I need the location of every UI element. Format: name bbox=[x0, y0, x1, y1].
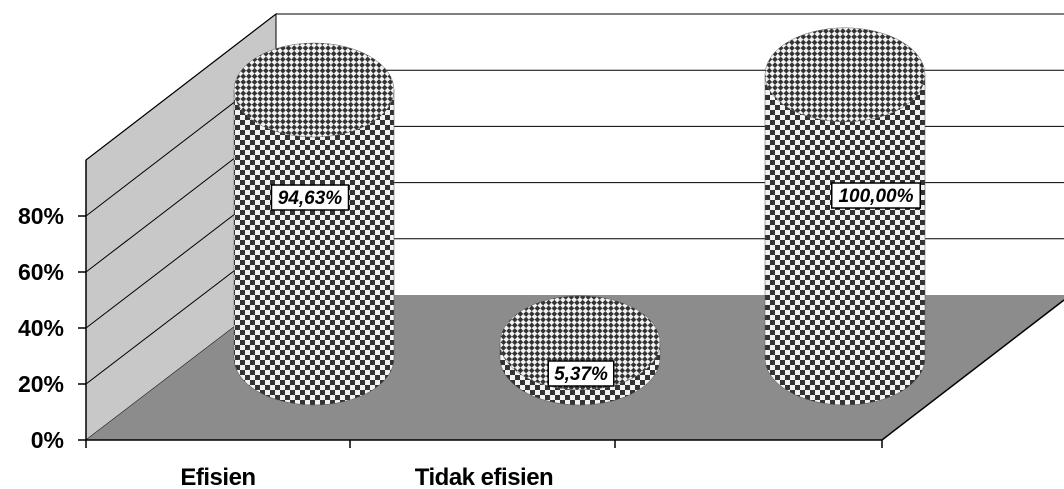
y-tick-labels: 0% 20% 40% 60% 80% bbox=[18, 203, 86, 453]
cylinder-bar: 100,00% bbox=[764, 27, 926, 406]
cylinder-top bbox=[764, 27, 926, 123]
data-label-box bbox=[270, 184, 350, 211]
data-label-box bbox=[547, 360, 615, 387]
side-wall-top-edge bbox=[85, 13, 277, 161]
cylinders: 94,63% 5,37% 100,00% bbox=[233, 27, 926, 406]
cylinder-body bbox=[764, 74, 926, 406]
data-label: 5,37% bbox=[554, 364, 608, 385]
floor-front-right-edge bbox=[881, 299, 1064, 441]
y-tick-label: 60% bbox=[18, 259, 64, 285]
cylinder-bar: 5,37% bbox=[499, 295, 661, 406]
x-ticks bbox=[85, 440, 883, 448]
y-tick-label: 80% bbox=[18, 203, 64, 229]
cylinder-top bbox=[499, 295, 661, 391]
data-label-box bbox=[831, 182, 921, 209]
y-tick-label: 0% bbox=[31, 427, 64, 453]
y-tick-label: 20% bbox=[18, 371, 64, 397]
data-label: 100,00% bbox=[838, 186, 913, 207]
category-labels: Efisien Tidak efisien bbox=[180, 464, 553, 489]
y-tick-label: 40% bbox=[18, 315, 64, 341]
category-label: Efisien bbox=[180, 464, 255, 489]
data-label: 94,63% bbox=[278, 188, 343, 209]
cylinder-body bbox=[233, 89, 395, 406]
cylinder-bar: 94,63% bbox=[233, 42, 395, 406]
category-label: Tidak efisien bbox=[415, 464, 553, 489]
cylinder-top bbox=[233, 42, 395, 138]
